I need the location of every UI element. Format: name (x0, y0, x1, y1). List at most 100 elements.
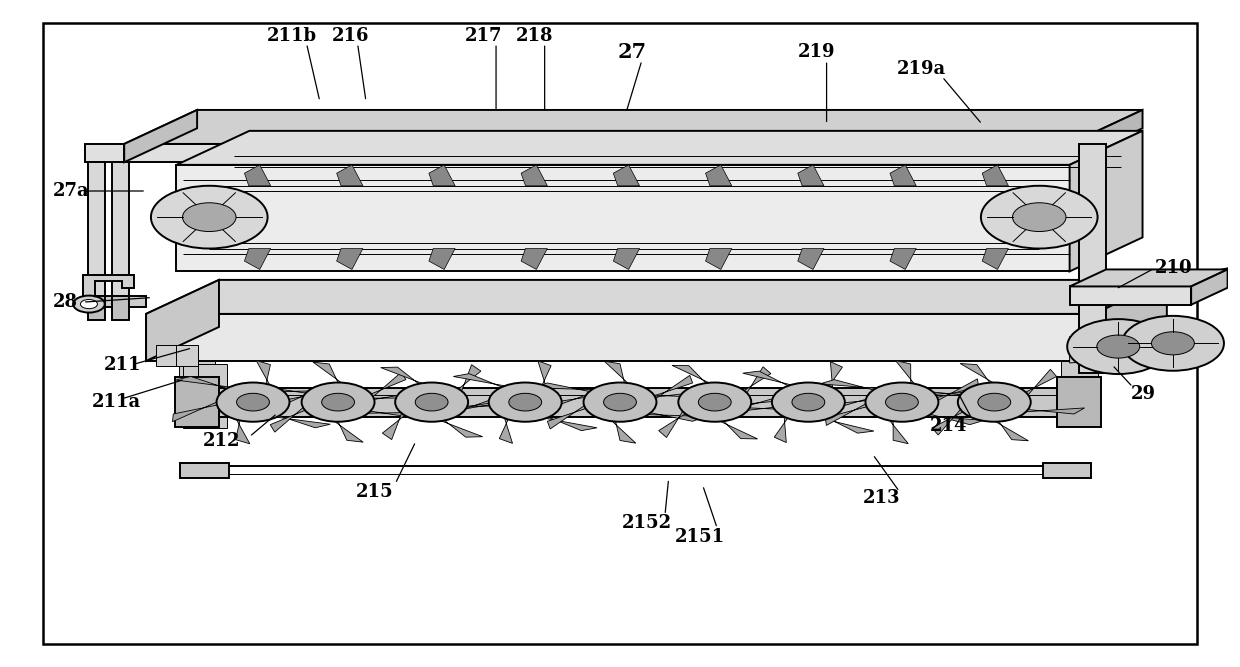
Polygon shape (1070, 286, 1192, 305)
Polygon shape (1094, 280, 1167, 361)
Polygon shape (176, 131, 1142, 165)
Circle shape (1013, 203, 1066, 231)
Text: 218: 218 (516, 27, 554, 45)
Polygon shape (458, 365, 481, 392)
Polygon shape (521, 165, 547, 186)
Polygon shape (937, 379, 978, 400)
Polygon shape (172, 402, 217, 422)
Polygon shape (382, 412, 407, 440)
Polygon shape (827, 362, 842, 390)
Polygon shape (604, 361, 631, 386)
Polygon shape (146, 280, 1167, 314)
Polygon shape (1070, 110, 1142, 162)
Circle shape (508, 394, 542, 411)
Polygon shape (820, 417, 874, 433)
Polygon shape (440, 400, 489, 418)
Polygon shape (534, 383, 595, 392)
Polygon shape (714, 419, 758, 439)
Polygon shape (112, 162, 129, 307)
Polygon shape (890, 249, 916, 269)
Polygon shape (820, 380, 880, 391)
Polygon shape (658, 410, 687, 438)
Polygon shape (500, 416, 512, 444)
Text: 214: 214 (929, 418, 967, 436)
Polygon shape (176, 165, 1070, 271)
Polygon shape (429, 165, 455, 186)
Circle shape (698, 394, 732, 411)
Polygon shape (371, 372, 405, 397)
Circle shape (81, 299, 98, 309)
Polygon shape (720, 399, 773, 414)
Polygon shape (244, 165, 270, 186)
Polygon shape (609, 418, 636, 443)
Polygon shape (198, 364, 227, 428)
Polygon shape (562, 386, 610, 404)
Text: 2151: 2151 (675, 528, 725, 546)
Polygon shape (234, 417, 249, 444)
Polygon shape (465, 400, 522, 409)
Text: 213: 213 (863, 489, 900, 507)
Text: 211a: 211a (92, 393, 140, 411)
Circle shape (584, 382, 656, 422)
Circle shape (1152, 331, 1194, 355)
Polygon shape (743, 371, 797, 388)
Polygon shape (1043, 463, 1091, 478)
Polygon shape (1070, 337, 1121, 363)
Text: 219a: 219a (897, 60, 946, 78)
Polygon shape (1070, 131, 1142, 271)
Polygon shape (904, 390, 965, 396)
Polygon shape (289, 383, 334, 402)
Polygon shape (381, 367, 428, 386)
Polygon shape (1179, 249, 1240, 291)
Polygon shape (521, 249, 547, 269)
Text: 211b: 211b (267, 27, 317, 45)
Circle shape (1122, 316, 1224, 371)
Polygon shape (1070, 269, 1228, 286)
Circle shape (604, 394, 636, 411)
Polygon shape (341, 396, 398, 405)
Text: 212: 212 (202, 432, 241, 450)
Polygon shape (454, 374, 511, 388)
Polygon shape (182, 364, 212, 428)
Polygon shape (614, 249, 640, 269)
Polygon shape (844, 391, 897, 406)
Polygon shape (176, 345, 198, 366)
Polygon shape (146, 314, 1094, 361)
Polygon shape (982, 249, 1008, 269)
Text: 29: 29 (1131, 385, 1156, 403)
Polygon shape (197, 388, 1079, 416)
Polygon shape (614, 165, 640, 186)
Bar (1058, 378, 1101, 427)
Polygon shape (176, 376, 234, 390)
Circle shape (866, 382, 939, 422)
Polygon shape (124, 144, 1070, 162)
Polygon shape (312, 362, 346, 386)
Polygon shape (336, 165, 363, 186)
Text: 210: 210 (1154, 259, 1193, 277)
Polygon shape (336, 249, 363, 269)
Polygon shape (960, 364, 998, 386)
Polygon shape (1079, 144, 1106, 373)
Polygon shape (124, 110, 1142, 144)
Polygon shape (797, 165, 825, 186)
Polygon shape (645, 412, 706, 422)
Polygon shape (1061, 361, 1097, 388)
Polygon shape (112, 295, 129, 320)
Polygon shape (624, 394, 683, 401)
Circle shape (981, 186, 1097, 249)
Polygon shape (991, 419, 1028, 441)
Polygon shape (270, 408, 306, 432)
Polygon shape (429, 249, 455, 269)
Polygon shape (538, 361, 551, 389)
Polygon shape (156, 345, 177, 366)
Polygon shape (547, 406, 587, 429)
Polygon shape (331, 418, 363, 442)
Circle shape (957, 382, 1030, 422)
Circle shape (237, 394, 269, 411)
Text: 27: 27 (618, 43, 647, 63)
Polygon shape (1024, 370, 1056, 396)
Circle shape (1097, 335, 1140, 358)
Polygon shape (746, 404, 806, 410)
Polygon shape (244, 249, 270, 269)
Polygon shape (180, 463, 228, 478)
